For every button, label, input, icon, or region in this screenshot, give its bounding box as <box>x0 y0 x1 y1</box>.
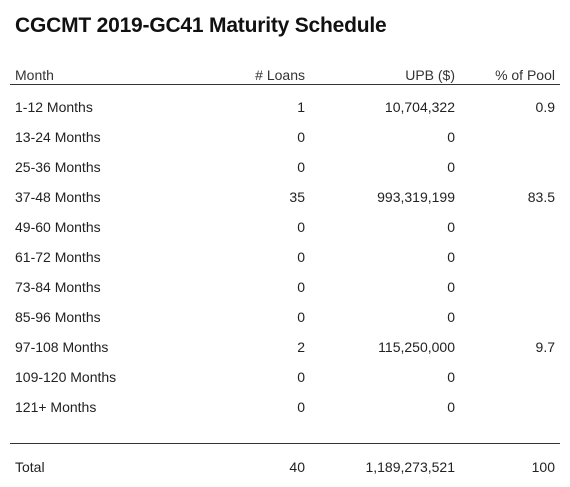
total-upb: 1,189,273,521 <box>365 459 455 475</box>
header-loans: # Loans <box>255 67 305 83</box>
table-row: 37-48 Months 35 993,319,199 83.5 <box>10 182 560 212</box>
cell-upb: 115,250,000 <box>378 339 455 355</box>
cell-month: 121+ Months <box>15 399 97 415</box>
table-row: 85-96 Months 0 0 <box>10 302 560 332</box>
cell-loans: 0 <box>297 159 305 175</box>
cell-month: 97-108 Months <box>15 339 109 355</box>
header-pct: % of Pool <box>495 67 555 83</box>
table-row: 109-120 Months 0 0 <box>10 362 560 392</box>
cell-upb: 0 <box>447 309 455 325</box>
cell-pct: 0.9 <box>535 99 555 115</box>
table-row: 121+ Months 0 0 <box>10 392 560 422</box>
cell-upb: 0 <box>447 279 455 295</box>
cell-loans: 2 <box>297 339 305 355</box>
cell-loans: 0 <box>297 309 305 325</box>
table-row: 49-60 Months 0 0 <box>10 212 560 242</box>
total-pct: 100 <box>531 459 555 475</box>
cell-month: 1-12 Months <box>15 99 93 115</box>
cell-upb: 0 <box>447 249 455 265</box>
table-row: 73-84 Months 0 0 <box>10 272 560 302</box>
total-label: Total <box>15 459 45 475</box>
header-upb: UPB ($) <box>405 67 455 83</box>
cell-month: 13-24 Months <box>15 129 101 145</box>
table-row: 25-36 Months 0 0 <box>10 152 560 182</box>
cell-loans: 0 <box>297 249 305 265</box>
maturity-table: Month # Loans UPB ($) % of Pool 1-12 Mon… <box>10 64 560 422</box>
cell-pct: 9.7 <box>535 339 555 355</box>
cell-upb: 0 <box>447 399 455 415</box>
page-title: CGCMT 2019-GC41 Maturity Schedule <box>15 14 387 37</box>
total-divider <box>10 443 560 444</box>
cell-month: 85-96 Months <box>15 309 101 325</box>
cell-month: 73-84 Months <box>15 279 101 295</box>
cell-upb: 10,704,322 <box>384 99 455 115</box>
cell-loans: 0 <box>297 129 305 145</box>
total-row: Total 40 1,189,273,521 100 <box>10 452 560 482</box>
table-row: 1-12 Months 1 10,704,322 0.9 <box>10 92 560 122</box>
cell-month: 109-120 Months <box>15 369 117 385</box>
cell-loans: 0 <box>297 219 305 235</box>
cell-month: 49-60 Months <box>15 219 101 235</box>
table-header: Month # Loans UPB ($) % of Pool <box>10 64 560 85</box>
cell-loans: 0 <box>297 399 305 415</box>
table-row: 13-24 Months 0 0 <box>10 122 560 152</box>
table-row: 97-108 Months 2 115,250,000 9.7 <box>10 332 560 362</box>
cell-month: 61-72 Months <box>15 249 101 265</box>
cell-month: 37-48 Months <box>15 189 101 205</box>
total-loans: 40 <box>289 459 305 475</box>
total-row-cells: Total 40 1,189,273,521 100 <box>10 452 560 482</box>
cell-loans: 0 <box>297 279 305 295</box>
cell-loans: 35 <box>289 189 305 205</box>
cell-month: 25-36 Months <box>15 159 101 175</box>
cell-upb: 0 <box>447 219 455 235</box>
cell-loans: 0 <box>297 369 305 385</box>
cell-upb: 993,319,199 <box>377 189 455 205</box>
table-body: 1-12 Months 1 10,704,322 0.9 13-24 Month… <box>10 92 560 422</box>
cell-upb: 0 <box>447 369 455 385</box>
cell-upb: 0 <box>447 159 455 175</box>
table-row: 61-72 Months 0 0 <box>10 242 560 272</box>
cell-upb: 0 <box>447 129 455 145</box>
header-month: Month <box>15 67 54 83</box>
cell-pct: 83.5 <box>527 189 555 205</box>
cell-loans: 1 <box>297 99 305 115</box>
